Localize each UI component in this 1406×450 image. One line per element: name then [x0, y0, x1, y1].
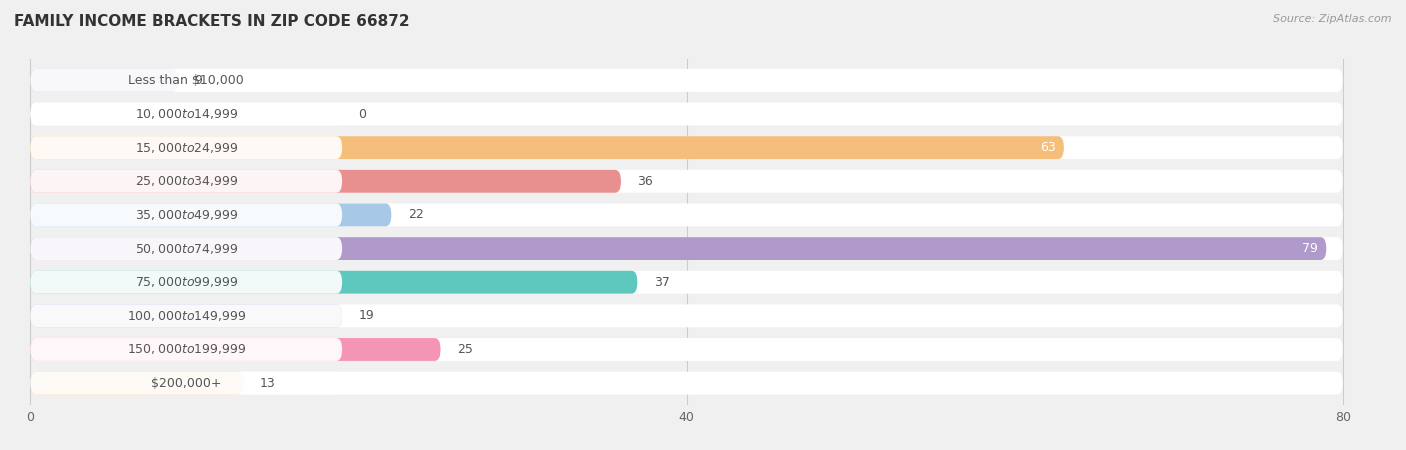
Text: $50,000 to $74,999: $50,000 to $74,999	[135, 242, 238, 256]
FancyBboxPatch shape	[31, 237, 1326, 260]
Text: 37: 37	[654, 276, 669, 289]
Text: 36: 36	[637, 175, 654, 188]
Text: $200,000+: $200,000+	[150, 377, 222, 390]
FancyBboxPatch shape	[31, 271, 1343, 294]
FancyBboxPatch shape	[31, 69, 1343, 92]
Text: Less than $10,000: Less than $10,000	[128, 74, 245, 87]
Text: 63: 63	[1040, 141, 1056, 154]
FancyBboxPatch shape	[31, 170, 621, 193]
FancyBboxPatch shape	[31, 338, 342, 361]
FancyBboxPatch shape	[31, 304, 342, 327]
FancyBboxPatch shape	[31, 69, 179, 92]
Text: $35,000 to $49,999: $35,000 to $49,999	[135, 208, 238, 222]
FancyBboxPatch shape	[31, 271, 637, 294]
FancyBboxPatch shape	[31, 304, 1343, 327]
FancyBboxPatch shape	[31, 103, 1343, 126]
FancyBboxPatch shape	[31, 338, 1343, 361]
FancyBboxPatch shape	[31, 170, 1343, 193]
FancyBboxPatch shape	[31, 203, 391, 226]
FancyBboxPatch shape	[31, 372, 1343, 395]
FancyBboxPatch shape	[31, 69, 342, 92]
Text: 79: 79	[1302, 242, 1319, 255]
Text: 0: 0	[359, 108, 367, 121]
FancyBboxPatch shape	[31, 136, 1064, 159]
Text: $25,000 to $34,999: $25,000 to $34,999	[135, 174, 238, 188]
FancyBboxPatch shape	[31, 372, 243, 395]
FancyBboxPatch shape	[31, 338, 440, 361]
FancyBboxPatch shape	[31, 372, 342, 395]
Text: $150,000 to $199,999: $150,000 to $199,999	[127, 342, 246, 356]
FancyBboxPatch shape	[31, 203, 1343, 226]
FancyBboxPatch shape	[31, 136, 342, 159]
FancyBboxPatch shape	[31, 237, 342, 260]
Text: $100,000 to $149,999: $100,000 to $149,999	[127, 309, 246, 323]
Text: $75,000 to $99,999: $75,000 to $99,999	[135, 275, 238, 289]
Text: $10,000 to $14,999: $10,000 to $14,999	[135, 107, 238, 121]
Text: $15,000 to $24,999: $15,000 to $24,999	[135, 141, 238, 155]
Text: 13: 13	[260, 377, 276, 390]
FancyBboxPatch shape	[31, 271, 342, 294]
Text: 25: 25	[457, 343, 472, 356]
FancyBboxPatch shape	[31, 170, 342, 193]
FancyBboxPatch shape	[31, 103, 342, 126]
FancyBboxPatch shape	[31, 304, 342, 327]
Text: Source: ZipAtlas.com: Source: ZipAtlas.com	[1274, 14, 1392, 23]
FancyBboxPatch shape	[31, 136, 1343, 159]
Text: 22: 22	[408, 208, 423, 221]
Text: 9: 9	[194, 74, 202, 87]
Text: 19: 19	[359, 309, 374, 322]
Text: FAMILY INCOME BRACKETS IN ZIP CODE 66872: FAMILY INCOME BRACKETS IN ZIP CODE 66872	[14, 14, 409, 28]
FancyBboxPatch shape	[31, 237, 1343, 260]
FancyBboxPatch shape	[31, 203, 342, 226]
